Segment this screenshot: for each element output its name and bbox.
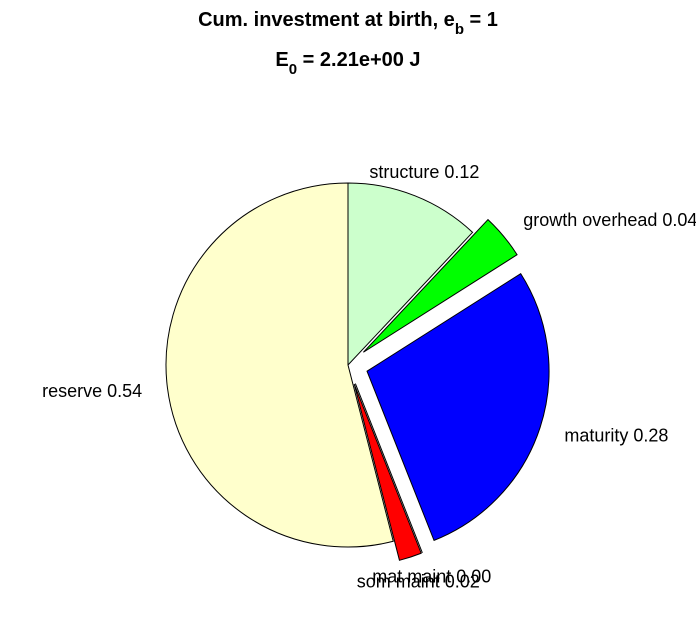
chart: Cum. investment at birth, eb = 1 E0 = 2.… xyxy=(0,0,696,618)
slice-label: structure 0.12 xyxy=(369,162,479,182)
subtitle-sub: 0 xyxy=(289,61,297,78)
title-sub: b xyxy=(455,21,464,38)
subtitle-part: E xyxy=(275,49,288,71)
slice-label: som maint 0.02 xyxy=(357,571,480,591)
subtitle-part: = 2.21e+00 J xyxy=(297,49,420,71)
slice-label: growth overhead 0.04 xyxy=(523,210,696,230)
slice-label: maturity 0.28 xyxy=(564,425,668,445)
slice-label: reserve 0.54 xyxy=(42,381,142,401)
title-part: = 1 xyxy=(464,9,498,31)
title-part: Cum. investment at birth, e xyxy=(198,9,455,31)
